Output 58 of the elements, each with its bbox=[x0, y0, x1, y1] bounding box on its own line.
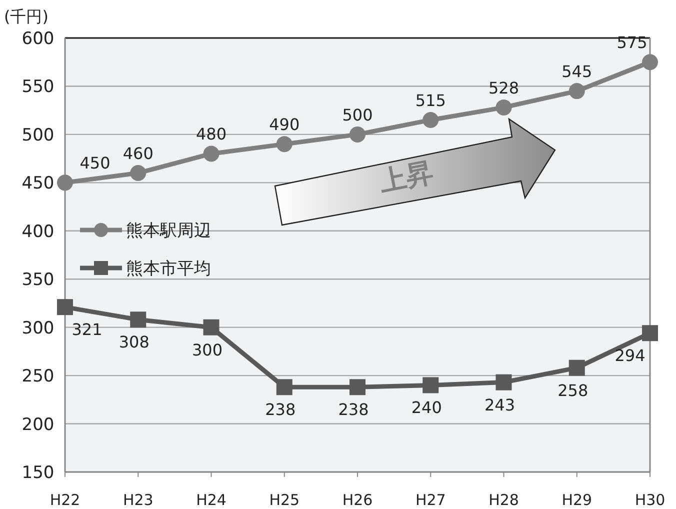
data-label: 308 bbox=[118, 332, 150, 352]
y-tick-label: 350 bbox=[22, 270, 54, 290]
point bbox=[276, 136, 292, 152]
point bbox=[422, 377, 439, 394]
point bbox=[203, 319, 220, 336]
data-label: 500 bbox=[342, 105, 373, 124]
point bbox=[57, 174, 73, 191]
data-label: 238 bbox=[265, 400, 296, 420]
point bbox=[130, 312, 146, 328]
point bbox=[568, 360, 585, 376]
data-label: 545 bbox=[562, 62, 592, 82]
point bbox=[57, 299, 73, 316]
point bbox=[496, 374, 512, 390]
data-label: 240 bbox=[411, 398, 442, 418]
legend-label: 熊本駅周辺 bbox=[126, 221, 211, 241]
data-label: 258 bbox=[558, 380, 588, 400]
legend-label: 熊本市平均 bbox=[126, 259, 211, 279]
y-tick-label: 250 bbox=[22, 366, 54, 387]
point bbox=[642, 325, 658, 342]
data-label: 294 bbox=[614, 346, 646, 366]
data-label: 460 bbox=[122, 144, 154, 164]
x-tick-label: H25 bbox=[269, 491, 300, 509]
y-tick-label: 500 bbox=[22, 125, 54, 146]
y-tick-label: 550 bbox=[22, 77, 54, 98]
x-tick-label: H28 bbox=[488, 491, 519, 509]
point bbox=[642, 54, 658, 70]
data-label: 238 bbox=[338, 400, 369, 420]
y-axis-title: (千円) bbox=[4, 7, 48, 26]
point bbox=[203, 146, 220, 162]
point bbox=[422, 112, 439, 128]
data-label: 490 bbox=[269, 115, 300, 134]
data-label: 321 bbox=[72, 320, 102, 340]
point bbox=[568, 83, 585, 100]
annotation: 上昇 bbox=[376, 157, 436, 198]
point bbox=[350, 126, 366, 142]
y-tick-label: 450 bbox=[22, 174, 54, 194]
x-tick-label: H26 bbox=[342, 491, 373, 509]
x-tick-label: H29 bbox=[562, 491, 592, 509]
y-tick-label: 400 bbox=[22, 222, 54, 242]
y-tick-label: 300 bbox=[22, 318, 54, 338]
data-label: 528 bbox=[488, 78, 520, 98]
x-tick-label: H23 bbox=[122, 491, 154, 509]
point bbox=[496, 99, 512, 116]
data-label: 480 bbox=[196, 124, 227, 144]
x-tick-label: H22 bbox=[50, 491, 80, 509]
x-tick-label: H27 bbox=[415, 491, 446, 509]
point bbox=[350, 379, 366, 396]
y-tick-label: 200 bbox=[22, 414, 54, 435]
data-label: 515 bbox=[415, 90, 446, 110]
x-tick-label: H24 bbox=[196, 491, 226, 509]
data-label: 450 bbox=[80, 154, 110, 173]
data-label: 300 bbox=[192, 340, 223, 360]
point bbox=[276, 379, 292, 396]
y-tick-label: 600 bbox=[22, 29, 54, 49]
x-tick-label: H30 bbox=[634, 491, 666, 509]
point bbox=[130, 165, 146, 182]
y-tick-label: 150 bbox=[22, 463, 54, 483]
data-label: 243 bbox=[484, 395, 516, 414]
